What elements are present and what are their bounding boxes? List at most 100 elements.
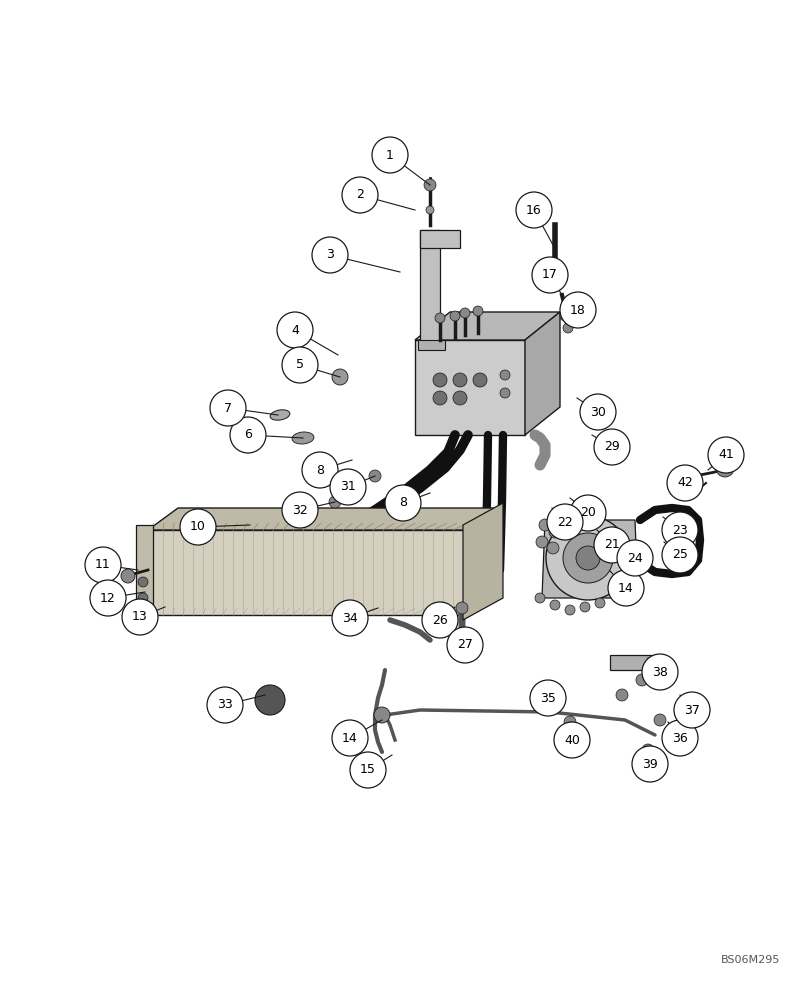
Circle shape [255,685,285,715]
Polygon shape [148,508,497,530]
Circle shape [453,391,466,405]
Circle shape [564,605,574,615]
Circle shape [562,533,612,583]
Circle shape [473,373,487,387]
Text: 3: 3 [326,248,333,261]
Text: 7: 7 [224,401,232,414]
Circle shape [371,137,407,173]
Text: BS06M295: BS06M295 [719,955,779,965]
Circle shape [539,519,551,531]
Polygon shape [414,340,525,435]
Text: 34: 34 [341,611,358,624]
Text: 23: 23 [672,524,687,536]
Circle shape [715,459,733,477]
Polygon shape [419,230,440,345]
Circle shape [534,593,544,603]
Circle shape [460,308,470,318]
Circle shape [121,569,135,583]
Circle shape [138,593,148,603]
Polygon shape [609,655,664,670]
Text: 21: 21 [603,538,619,552]
Circle shape [341,177,378,213]
Text: 1: 1 [385,149,393,162]
Polygon shape [467,508,497,615]
Circle shape [456,602,467,614]
Text: 14: 14 [341,732,358,744]
Circle shape [569,495,605,531]
Circle shape [207,687,242,723]
Circle shape [90,580,126,616]
Text: 36: 36 [672,732,687,744]
Circle shape [180,509,216,545]
Circle shape [138,577,148,587]
Circle shape [594,598,604,608]
Circle shape [545,516,629,600]
Text: 17: 17 [542,268,557,282]
Circle shape [666,465,702,501]
Text: 27: 27 [457,639,472,652]
Circle shape [332,600,367,636]
Circle shape [547,504,582,540]
Circle shape [631,746,667,782]
Polygon shape [462,503,502,620]
Circle shape [607,570,643,606]
Text: 40: 40 [564,734,579,746]
Circle shape [500,388,509,398]
Text: 16: 16 [526,204,541,217]
Polygon shape [419,230,460,248]
Circle shape [612,593,622,603]
Circle shape [329,469,366,505]
Text: 31: 31 [340,481,355,493]
Circle shape [531,257,568,293]
Text: 6: 6 [244,428,251,442]
Text: 8: 8 [315,464,324,477]
Polygon shape [148,530,467,615]
Text: 37: 37 [683,704,699,716]
Circle shape [432,373,446,387]
Text: 26: 26 [431,613,448,626]
Circle shape [553,722,590,758]
Circle shape [635,674,647,686]
Circle shape [332,369,348,385]
Circle shape [594,429,629,465]
Circle shape [560,311,569,321]
Polygon shape [414,312,560,340]
Circle shape [277,312,312,348]
Text: 5: 5 [296,359,303,371]
Circle shape [579,602,590,612]
Circle shape [661,720,697,756]
Polygon shape [525,312,560,435]
Text: 29: 29 [603,440,619,454]
Circle shape [549,600,560,610]
Text: 24: 24 [626,552,642,564]
Circle shape [594,527,629,563]
Circle shape [579,394,616,430]
Polygon shape [135,525,152,620]
Circle shape [311,237,348,273]
Circle shape [530,680,565,716]
Text: 4: 4 [290,324,298,336]
Ellipse shape [270,410,290,420]
Text: 10: 10 [190,520,206,534]
Text: 42: 42 [676,477,692,489]
Text: 32: 32 [292,504,307,516]
Circle shape [302,452,337,488]
Text: 15: 15 [359,763,375,776]
Circle shape [661,537,697,573]
Text: 20: 20 [579,506,595,520]
Text: 30: 30 [590,406,605,418]
Circle shape [435,313,444,323]
Circle shape [653,714,665,726]
Circle shape [426,206,433,214]
Circle shape [384,485,420,521]
Text: 41: 41 [717,448,733,462]
Circle shape [449,311,460,321]
Text: 39: 39 [642,758,657,770]
Circle shape [642,654,677,690]
Circle shape [210,390,246,426]
Circle shape [548,526,560,538]
Text: 35: 35 [539,692,556,704]
Text: 38: 38 [651,666,667,678]
Text: 18: 18 [569,304,586,316]
Circle shape [85,547,121,583]
